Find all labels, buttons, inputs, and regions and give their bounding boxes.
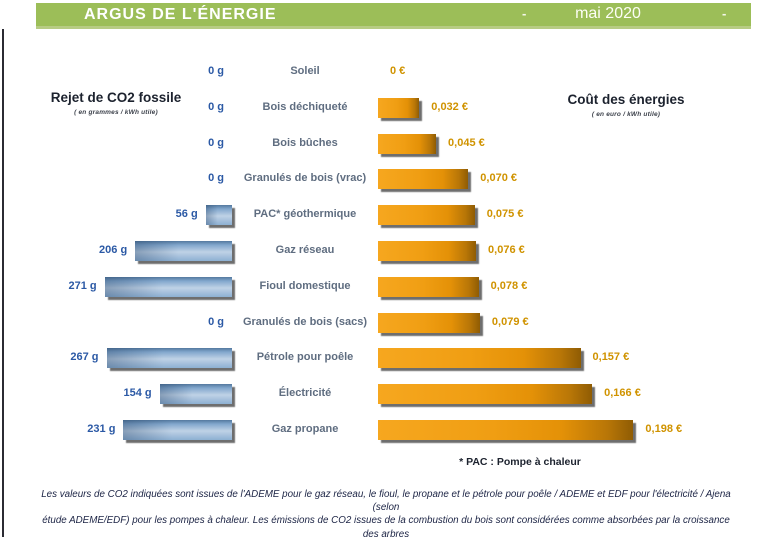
- source-note: Les valeurs de CO2 indiquées sont issues…: [36, 488, 736, 537]
- category-label: Gaz propane: [271, 423, 339, 435]
- cost-value-label: 0 €: [390, 65, 406, 77]
- chart-row: 267 g Pétrole pour poêle 0,157 €: [0, 341, 768, 377]
- cost-axis-subtitle: ( en euro / kWh utile): [591, 111, 661, 118]
- header-dash-left: -: [522, 6, 527, 21]
- cost-bar: [378, 348, 581, 369]
- cost-bar: [378, 384, 593, 405]
- source-note-line-1: Les valeurs de CO2 indiquées sont issues…: [41, 489, 731, 514]
- cost-value-label: 0,078 €: [490, 279, 528, 292]
- cost-bar: [378, 276, 479, 297]
- co2-axis-subtitle: ( en grammes / kWh utile): [74, 109, 158, 116]
- category-label: Fioul domestique: [259, 279, 351, 292]
- cost-bar: [378, 205, 475, 226]
- cost-bar: [378, 169, 469, 190]
- category-label: Soleil: [290, 65, 320, 77]
- co2-axis-title: Rejet de CO2 fossile ( en grammes / kWh …: [30, 90, 202, 120]
- chart-row: 56 g PAC* géothermique 0,075 €: [0, 198, 768, 234]
- header-dash-right: -: [722, 6, 727, 21]
- cost-bar: [378, 133, 437, 154]
- cost-value-label: 0,075 €: [486, 208, 524, 221]
- cost-bar: [378, 312, 480, 333]
- cost-value-label: 0,079 €: [491, 315, 529, 328]
- category-label: Électricité: [278, 387, 332, 400]
- co2-bar: [106, 348, 232, 369]
- co2-bar: [135, 241, 232, 261]
- co2-value-label: 0 g: [208, 65, 224, 77]
- category-label: Gaz réseau: [275, 244, 335, 256]
- category-label: Bois déchiqueté: [262, 100, 348, 113]
- co2-axis-title-text: Rejet de CO2 fossile: [50, 90, 182, 105]
- co2-value-label: 0 g: [208, 100, 224, 113]
- co2-value-label: 0 g: [208, 172, 224, 185]
- chart-row: 154 g Électricité 0,166 €: [0, 377, 768, 413]
- category-label: Bois bûches: [272, 136, 338, 149]
- cost-axis-title: Coût des énergies ( en euro / kWh utile): [540, 92, 712, 122]
- chart-row: 231 g Gaz propane 0,198 €: [0, 413, 768, 449]
- page-left-border: [2, 29, 4, 537]
- chart-header-bar: ARGUS DE L'ÉNERGIE - mai 2020 -: [36, 3, 751, 29]
- cost-bar: [378, 420, 634, 440]
- chart-row: 0 g Granulés de bois (vrac) 0,070 €: [0, 162, 768, 198]
- chart-row: 206 g Gaz réseau 0,076 €: [0, 234, 768, 270]
- category-label: Granulés de bois (vrac): [243, 172, 367, 185]
- page-title: ARGUS DE L'ÉNERGIE: [84, 6, 277, 23]
- cost-value-label: 0,032 €: [431, 100, 468, 113]
- cost-axis-title-text: Coût des énergies: [567, 92, 685, 107]
- source-note-line-2: étude ADEME/EDF) pour les pompes à chale…: [42, 515, 730, 537]
- category-label: Granulés de bois (sacs): [242, 315, 368, 328]
- chart-row: 0 g Soleil 0 €: [0, 55, 768, 91]
- category-label: Pétrole pour poêle: [256, 351, 354, 364]
- chart-rows: 0 g Soleil 0 €0 g Bois déchiqueté 0,032 €0 g…: [0, 55, 768, 449]
- co2-bar: [205, 205, 232, 226]
- cost-value-label: 0,070 €: [480, 172, 517, 185]
- pac-footnote: * PAC : Pompe à chaleur: [459, 456, 581, 468]
- chart-row: 0 g Bois bûches 0,045 €: [0, 127, 768, 163]
- co2-value-label: 271 g: [68, 279, 97, 292]
- cost-value-label: 0,166 €: [604, 387, 641, 400]
- cost-value-label: 0,076 €: [488, 244, 525, 256]
- co2-value-label: 154 g: [123, 387, 152, 400]
- cost-bar: [378, 97, 420, 118]
- category-label: PAC* géothermique: [253, 208, 357, 221]
- co2-value-label: 206 g: [99, 244, 128, 256]
- cost-value-label: 0,157 €: [592, 351, 630, 364]
- cost-value-label: 0,198 €: [645, 423, 683, 435]
- co2-bar: [104, 276, 232, 297]
- header-date: mai 2020: [575, 5, 641, 22]
- chart-row: 0 g Bois déchiqueté 0,032 €: [0, 91, 768, 127]
- cost-bar: [378, 241, 477, 261]
- co2-bar: [159, 384, 232, 405]
- chart-row: 271 g Fioul domestique 0,078 €: [0, 270, 768, 306]
- cost-value-label: 0,045 €: [448, 136, 485, 149]
- chart-row: 0 g Granulés de bois (sacs) 0,079 €: [0, 306, 768, 342]
- co2-value-label: 0 g: [208, 315, 224, 328]
- co2-value-label: 231 g: [87, 423, 116, 435]
- co2-bar: [123, 420, 232, 440]
- co2-value-label: 267 g: [70, 351, 99, 364]
- co2-value-label: 56 g: [175, 208, 198, 221]
- co2-value-label: 0 g: [208, 136, 224, 149]
